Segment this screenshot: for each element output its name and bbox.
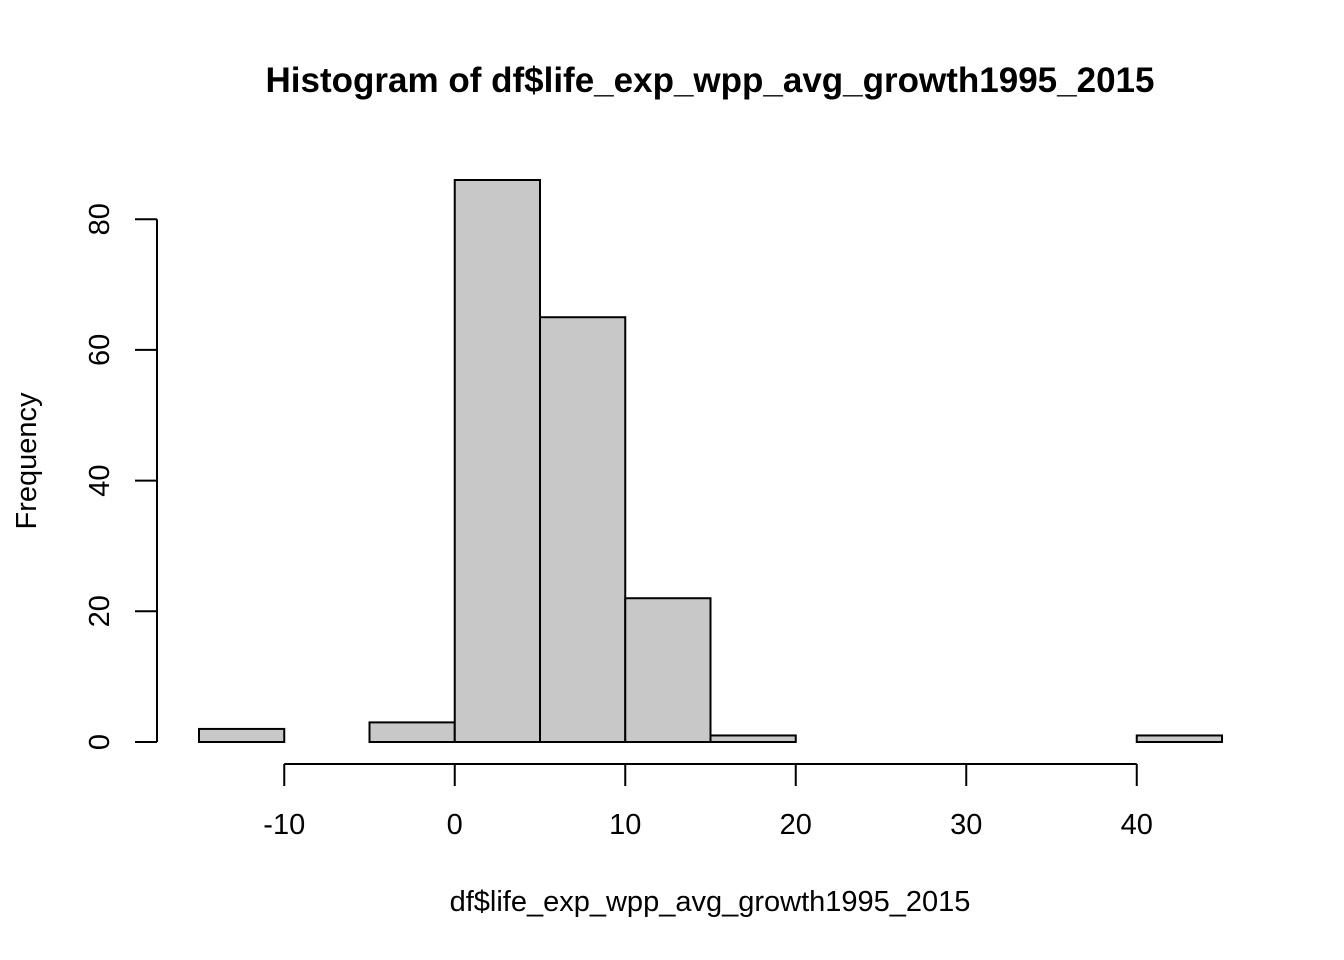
chart-title: Histogram of df$life_exp_wpp_avg_growth1… — [266, 61, 1155, 100]
histogram-bar-2 — [368, 721, 456, 743]
x-tick-label-0: -10 — [263, 809, 305, 841]
x-tick-label-5: 40 — [1121, 809, 1153, 841]
histogram-bar-4 — [539, 316, 627, 743]
y-tick-label-3: 60 — [84, 334, 116, 366]
y-axis: 0 20 40 60 80 — [84, 203, 158, 750]
histogram-bar-0 — [198, 727, 286, 744]
x-axis-label: df$life_exp_wpp_avg_growth1995_2015 — [450, 886, 971, 918]
bars-group — [198, 179, 1223, 744]
y-tick-label-1: 20 — [84, 595, 116, 627]
histogram-bar-6 — [709, 734, 797, 743]
x-tick-label-3: 20 — [780, 809, 812, 841]
histogram-bar-5 — [624, 597, 712, 743]
y-tick-label-2: 40 — [84, 464, 116, 496]
x-tick-label-2: 10 — [609, 809, 641, 841]
y-axis-label: Frequency — [11, 392, 43, 530]
x-tick-label-1: 0 — [447, 809, 463, 841]
histogram-bar-3 — [453, 179, 541, 743]
x-tick-label-4: 30 — [950, 809, 982, 841]
y-tick-label-4: 80 — [84, 203, 116, 235]
x-axis: -10 0 10 20 30 40 — [263, 763, 1153, 841]
histogram-bar-11 — [1135, 734, 1223, 743]
y-tick-label-0: 0 — [84, 734, 116, 750]
